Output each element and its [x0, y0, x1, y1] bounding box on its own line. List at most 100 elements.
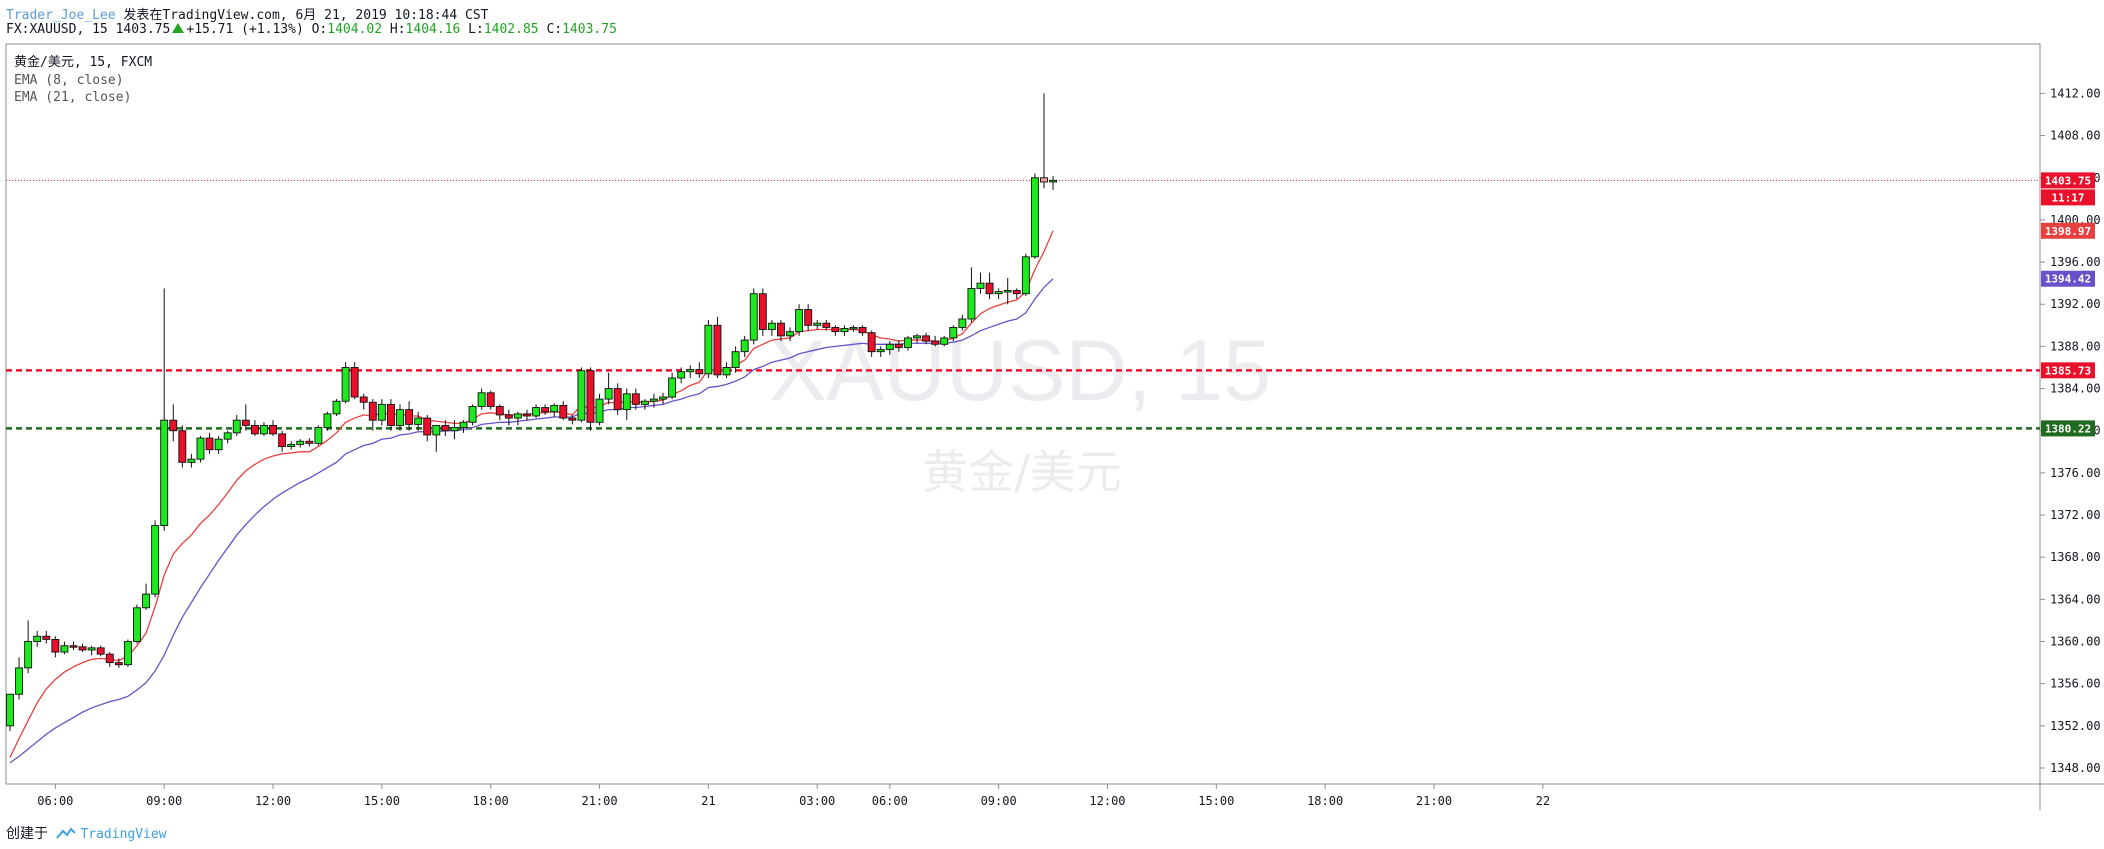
candle [849, 325, 858, 332]
candle [196, 435, 205, 463]
candle [722, 362, 731, 379]
candle-body [659, 396, 667, 400]
candle [668, 372, 677, 400]
candle-body [1040, 177, 1048, 183]
candle-body [940, 337, 949, 345]
candle [51, 636, 60, 658]
candle-body [758, 293, 767, 330]
candle [831, 325, 840, 336]
high-label: H: [389, 22, 406, 37]
candle [994, 288, 1003, 299]
candle [1049, 176, 1058, 190]
candle-body [214, 438, 223, 451]
candle-body [332, 400, 341, 415]
candle [804, 304, 813, 331]
candle [151, 520, 160, 598]
candle [532, 404, 541, 419]
candle [1003, 277, 1012, 305]
candle [359, 393, 368, 410]
candles [6, 93, 1058, 732]
candle-body [994, 291, 1003, 295]
candle [341, 362, 350, 404]
candle [223, 430, 232, 444]
candle [42, 630, 51, 644]
time-axis[interactable]: 06:00 09:00 12:00 15:00 18:00 21:00 21 03:00 06:… [37, 784, 1550, 808]
candle [504, 409, 513, 426]
tradingview-brand[interactable]: TradingView [80, 827, 167, 842]
candle [513, 411, 522, 426]
legend-ema21[interactable]: EMA (21, close) [14, 90, 131, 105]
candle-body [377, 403, 386, 421]
candle-body [822, 322, 831, 328]
candle-body [650, 398, 658, 402]
candle [105, 652, 114, 667]
candle [96, 645, 105, 657]
plot-area[interactable] [5, 43, 2041, 785]
candle [87, 645, 96, 656]
candle [405, 401, 414, 431]
candle [777, 320, 785, 342]
candle [740, 335, 749, 357]
candle-body [359, 396, 368, 403]
candle-body [876, 349, 885, 353]
candle-body [386, 403, 395, 426]
support-price-tag-label: 1380.22 [2045, 422, 2091, 435]
candle [822, 320, 831, 331]
candle-body [123, 641, 132, 666]
candle-body [577, 370, 586, 421]
candle [78, 643, 87, 653]
low-value: 1402.85 [483, 22, 539, 37]
candle-body [69, 645, 78, 648]
candle [69, 641, 78, 650]
ema8-price-tag [2041, 222, 2095, 239]
candle [967, 267, 976, 323]
candle-body [513, 413, 522, 419]
price-change: +15.71 (+1.13%) [186, 22, 304, 37]
ema21-price-tag-label: 1394.42 [2045, 273, 2091, 286]
candle-body [423, 417, 432, 436]
candle [160, 288, 169, 531]
candle-body [323, 413, 332, 429]
candle [659, 392, 667, 405]
countdown-price-tag [2041, 189, 2095, 206]
candle [640, 399, 649, 410]
candle-body [287, 443, 296, 447]
candle [214, 435, 223, 454]
candle-body [695, 369, 704, 375]
candle-body [33, 635, 42, 642]
legend-ema8[interactable]: EMA (8, close) [14, 73, 124, 88]
candle-body [269, 425, 277, 435]
candle [60, 641, 69, 655]
candle-body [813, 322, 822, 326]
candle-body [504, 414, 513, 419]
publish-info: 发表在TradingView.com, 6月 21, 2019 10:18:44… [123, 8, 489, 23]
candle-body [903, 337, 912, 348]
candle [169, 404, 178, 442]
x-tick-label: 18:00 [1307, 794, 1343, 808]
candle [903, 335, 912, 351]
author-link[interactable]: Trader_Joe_Lee [6, 8, 116, 23]
candle-body [523, 413, 531, 417]
candle [332, 399, 341, 416]
ema21-price-tag [2041, 270, 2095, 287]
candle-body [241, 419, 250, 426]
candle [1040, 93, 1048, 189]
candle [441, 420, 450, 436]
horizontal-levels [6, 179, 2040, 430]
candle [241, 404, 250, 431]
candle-body [486, 392, 495, 407]
candle [450, 420, 459, 440]
candle [33, 630, 42, 647]
open-label: O: [311, 22, 328, 37]
candle-body [922, 335, 931, 342]
candle-body [414, 417, 423, 425]
candle [586, 367, 595, 431]
candle-body [894, 343, 903, 348]
candle-body [142, 593, 151, 609]
candle-body [396, 409, 404, 426]
x-tick-label: 06:00 [37, 794, 73, 808]
publish-line: Trader_Joe_Lee 发表在TradingView.com, 6月 21… [6, 4, 488, 23]
up-arrow-icon [172, 23, 185, 33]
candle-body [849, 326, 858, 330]
